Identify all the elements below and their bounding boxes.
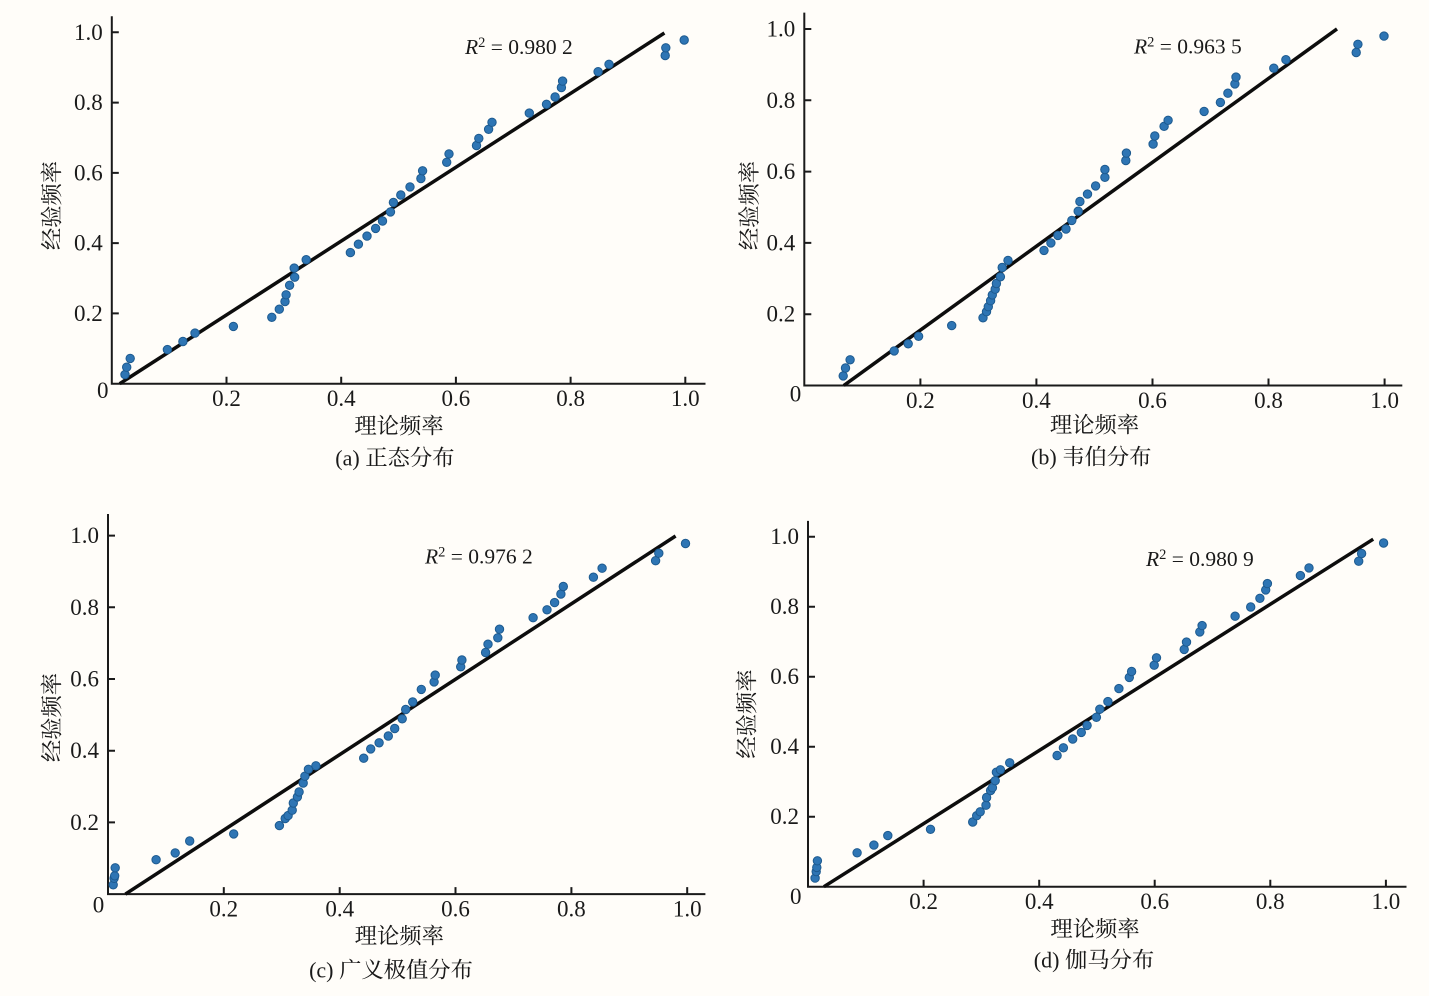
svg-text:0: 0	[97, 378, 109, 403]
svg-text:0.4: 0.4	[1025, 889, 1054, 914]
svg-text:0.6: 0.6	[1138, 388, 1167, 413]
svg-text:0.8: 0.8	[556, 386, 585, 411]
svg-text:R2 = 0.963 5: R2 = 0.963 5	[1133, 34, 1242, 58]
svg-text:(d): (d)	[1034, 948, 1060, 973]
svg-text:0.8: 0.8	[1256, 889, 1285, 914]
svg-text:0.4: 0.4	[327, 386, 356, 411]
svg-text:(a): (a)	[335, 445, 359, 470]
svg-text:R2 = 0.976 2: R2 = 0.976 2	[424, 544, 533, 568]
svg-text:0.6: 0.6	[442, 386, 471, 411]
svg-text:1.0: 1.0	[74, 20, 103, 45]
svg-text:0.2: 0.2	[909, 889, 938, 914]
svg-text:0: 0	[93, 892, 105, 917]
svg-text:0.4: 0.4	[74, 231, 103, 256]
svg-text:0.6: 0.6	[770, 664, 799, 689]
svg-text:0: 0	[790, 884, 802, 909]
svg-text:0.4: 0.4	[767, 230, 796, 255]
svg-text:0.6: 0.6	[441, 896, 470, 921]
svg-text:0.8: 0.8	[557, 896, 586, 921]
svg-text:0.6: 0.6	[74, 160, 103, 185]
svg-text:R2 = 0.980 2: R2 = 0.980 2	[464, 35, 573, 59]
svg-text:1.0: 1.0	[671, 386, 700, 411]
svg-text:0.6: 0.6	[1140, 889, 1169, 914]
svg-text:0.2: 0.2	[70, 810, 99, 835]
svg-text:0.8: 0.8	[1254, 388, 1283, 413]
svg-text:0.8: 0.8	[74, 90, 103, 115]
svg-text:0.8: 0.8	[767, 88, 796, 113]
svg-text:1.0: 1.0	[1372, 889, 1401, 914]
svg-text:1.0: 1.0	[1370, 388, 1399, 413]
svg-text:(b): (b)	[1031, 445, 1057, 470]
svg-text:0: 0	[790, 382, 802, 407]
svg-text:0.6: 0.6	[767, 159, 796, 184]
svg-text:1.0: 1.0	[673, 896, 702, 921]
svg-text:0.8: 0.8	[770, 594, 799, 619]
svg-text:0.2: 0.2	[209, 896, 238, 921]
svg-text:0.2: 0.2	[906, 388, 935, 413]
svg-text:(c): (c)	[309, 958, 333, 983]
svg-text:0.4: 0.4	[1022, 388, 1051, 413]
svg-text:0.2: 0.2	[770, 804, 799, 829]
svg-text:0.4: 0.4	[325, 896, 354, 921]
svg-text:0.8: 0.8	[70, 595, 99, 620]
svg-text:0.4: 0.4	[770, 734, 799, 759]
svg-text:1.0: 1.0	[70, 523, 99, 548]
svg-text:0.2: 0.2	[74, 301, 103, 326]
svg-text:1.0: 1.0	[767, 17, 796, 42]
svg-text:0.2: 0.2	[212, 386, 241, 411]
svg-text:R2 = 0.980 9: R2 = 0.980 9	[1145, 547, 1254, 571]
svg-text:0.2: 0.2	[767, 302, 796, 327]
svg-text:0.6: 0.6	[70, 667, 99, 692]
svg-text:0.4: 0.4	[70, 738, 99, 763]
svg-text:1.0: 1.0	[770, 524, 799, 549]
